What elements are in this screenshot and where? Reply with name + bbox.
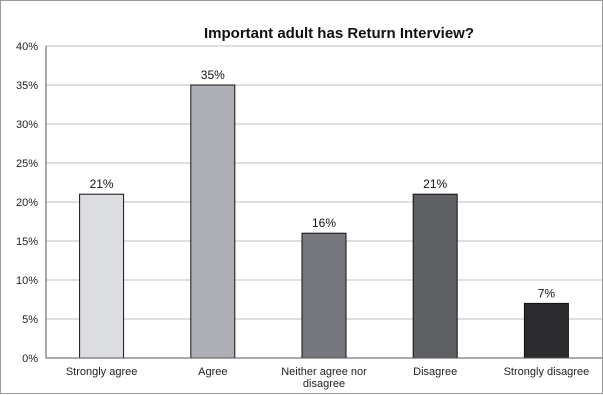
data-label: 21% <box>423 177 447 191</box>
bars: 21% 35% 16% 21% 7% <box>79 68 569 359</box>
y-tick-label: 20% <box>16 197 38 209</box>
x-axis: Strongly agree Agree Neither agree nordisa… <box>46 357 602 390</box>
y-tick-label: 10% <box>16 275 38 287</box>
bar <box>79 193 125 359</box>
y-tick-label: 40% <box>16 41 38 53</box>
data-label: 21% <box>90 177 114 191</box>
x-tick-label: Agree <box>198 366 227 378</box>
x-tick-label: Strongly agree <box>66 366 138 378</box>
x-tick-label: Neither agree nor <box>281 366 367 378</box>
bar <box>190 84 236 359</box>
y-tick-label: 35% <box>16 80 38 92</box>
bar <box>523 302 569 359</box>
x-tick-label: Disagree <box>413 366 457 378</box>
x-tick-label: Strongly disagree <box>504 366 590 378</box>
y-tick-label: 30% <box>16 119 38 131</box>
y-tick-label: 15% <box>16 236 38 248</box>
y-axis: 0% 5% 10% 15% 20% 25% 30% 35% 40% <box>16 41 47 365</box>
bar <box>412 193 458 359</box>
y-tick-label: 25% <box>16 158 38 170</box>
data-label: 7% <box>538 286 556 300</box>
y-tick-label: 5% <box>22 314 38 326</box>
chart-title: Important adult has Return Interview? <box>204 25 474 42</box>
bar <box>301 232 347 359</box>
data-label: 16% <box>312 216 336 230</box>
y-tick-label: 0% <box>22 353 38 365</box>
x-tick-label: disagree <box>303 378 345 390</box>
data-label: 35% <box>201 68 225 82</box>
